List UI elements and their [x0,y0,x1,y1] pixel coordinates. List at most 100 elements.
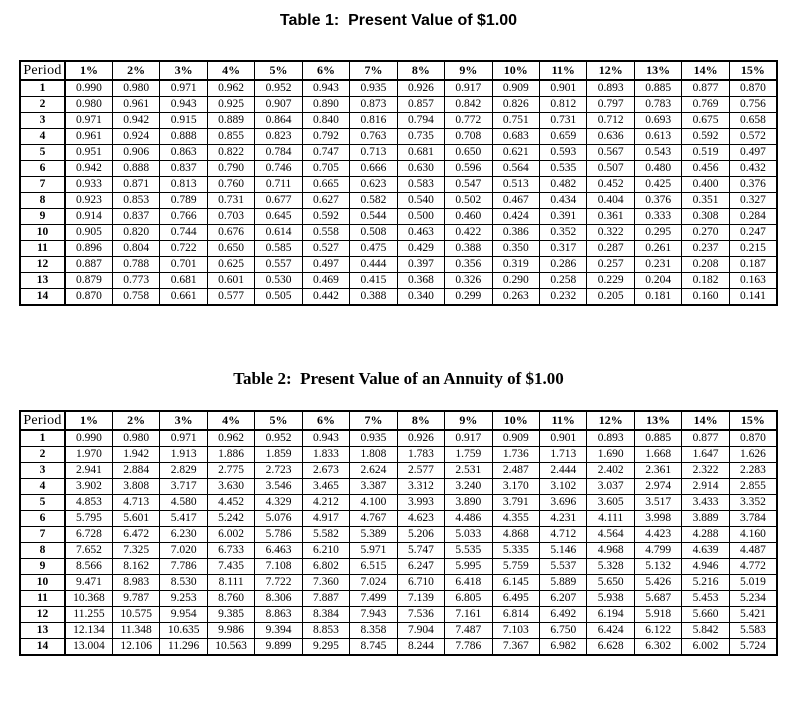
header-row: Period 1% 2% 3% 4% 5% 6% 7% 8% 9% 10% 11% 12% 13% 14% 1… [19,410,778,431]
value-cell: 6.733 [206,542,256,559]
value-cell: 0.231 [633,256,683,273]
value-cell: 9.295 [301,638,351,656]
value-cell: 0.326 [444,272,493,289]
value-cell: 0.877 [681,429,730,447]
rate-header-cell: 13% [633,60,683,81]
value-cell: 4.452 [206,494,256,511]
value-cell: 6.515 [349,558,398,575]
period-cell: 2 [19,96,66,113]
value-cell: 0.713 [349,144,398,161]
value-cell: 7.487 [444,622,493,639]
value-cell: 0.482 [539,176,588,193]
value-cell: 0.535 [539,160,588,177]
rate-header-cell: 12% [586,410,635,431]
value-cell: 5.795 [64,510,113,527]
value-cell: 0.577 [206,288,256,306]
value-cell: 2.829 [159,462,208,479]
value-cell: 0.772 [444,112,493,129]
value-cell: 2.624 [349,462,398,479]
value-cell: 5.537 [539,558,588,575]
value-cell: 0.769 [681,96,730,113]
period-cell: 5 [19,144,66,161]
value-cell: 0.909 [491,79,541,97]
value-cell: 0.758 [111,288,161,306]
value-cell: 12.134 [64,622,113,639]
rate-header-cell: 12% [586,60,635,81]
period-cell: 6 [19,510,66,527]
value-cell: 0.208 [681,256,730,273]
value-cell: 0.547 [444,176,493,193]
value-cell: 6.302 [633,638,683,656]
period-cell: 12 [19,256,66,273]
value-cell: 6.805 [444,590,493,607]
value-cell: 0.308 [681,208,730,225]
value-cell: 0.693 [633,112,683,129]
table-row: 5 0.951 0.906 0.863 0.822 0.784 0.747 0.713 0.68… [19,144,778,161]
value-cell: 5.918 [633,606,683,623]
value-cell: 0.572 [728,128,778,145]
value-cell: 8.358 [349,622,398,639]
value-cell: 8.111 [206,574,256,591]
value-cell: 0.712 [586,112,635,129]
value-cell: 5.650 [586,574,635,591]
value-cell: 0.820 [111,224,161,241]
value-cell: 7.499 [349,590,398,607]
value-cell: 6.710 [396,574,446,591]
value-cell: 7.020 [159,542,208,559]
value-cell: 10.635 [159,622,208,639]
value-cell: 4.639 [681,542,730,559]
value-cell: 2.444 [539,462,588,479]
value-cell: 9.787 [111,590,161,607]
value-cell: 0.287 [586,240,635,257]
value-cell: 5.206 [396,526,446,543]
value-cell: 4.100 [349,494,398,511]
table1-body: 1 0.990 0.980 0.971 0.962 0.952 0.943 0.935 0.92… [19,79,778,306]
period-cell: 5 [19,494,66,511]
value-cell: 2.487 [491,462,541,479]
value-cell: 0.923 [64,192,113,209]
value-cell: 0.322 [586,224,635,241]
value-cell: 0.543 [633,144,683,161]
value-cell: 0.790 [206,160,256,177]
table-row: 13 12.134 11.348 10.635 9.986 9.394 8.853 8.358… [19,622,778,639]
value-cell: 9.471 [64,574,113,591]
rate-header-cell: 1% [64,60,113,81]
value-cell: 2.974 [633,478,683,495]
value-cell: 0.163 [728,272,778,289]
value-cell: 5.759 [491,558,541,575]
value-cell: 0.751 [491,112,541,129]
value-cell: 3.889 [681,510,730,527]
value-cell: 3.808 [111,478,161,495]
value-cell: 0.943 [159,96,208,113]
table-row: 8 7.652 7.325 7.020 6.733 6.463 6.210 5.971 5.74… [19,542,778,559]
value-cell: 7.904 [396,622,446,639]
value-cell: 0.971 [159,429,208,447]
value-cell: 5.242 [206,510,256,527]
table-row: 6 0.942 0.888 0.837 0.790 0.746 0.705 0.666 0.63… [19,160,778,177]
value-cell: 1.970 [64,446,113,463]
value-cell: 0.376 [728,176,778,193]
value-cell: 0.480 [633,160,683,177]
period-cell: 4 [19,128,66,145]
value-cell: 0.463 [396,224,446,241]
table2-section: Table 2: Present Value of an Annuity of … [0,306,797,656]
value-cell: 0.340 [396,288,446,306]
value-cell: 0.527 [301,240,351,257]
value-cell: 5.033 [444,526,493,543]
table-row: 10 0.905 0.820 0.744 0.676 0.614 0.558 0.508 0.4… [19,224,778,241]
value-cell: 0.885 [633,79,683,97]
rate-header-cell: 3% [159,410,208,431]
value-cell: 0.870 [728,429,778,447]
value-cell: 0.789 [159,192,208,209]
value-cell: 0.229 [586,272,635,289]
value-cell: 0.558 [301,224,351,241]
value-cell: 1.759 [444,446,493,463]
value-cell: 4.713 [111,494,161,511]
value-cell: 0.863 [159,144,208,161]
value-cell: 6.492 [539,606,588,623]
value-cell: 0.703 [206,208,256,225]
period-cell: 13 [19,622,66,639]
period-cell: 1 [19,79,66,97]
value-cell: 3.387 [349,478,398,495]
value-cell: 2.577 [396,462,446,479]
